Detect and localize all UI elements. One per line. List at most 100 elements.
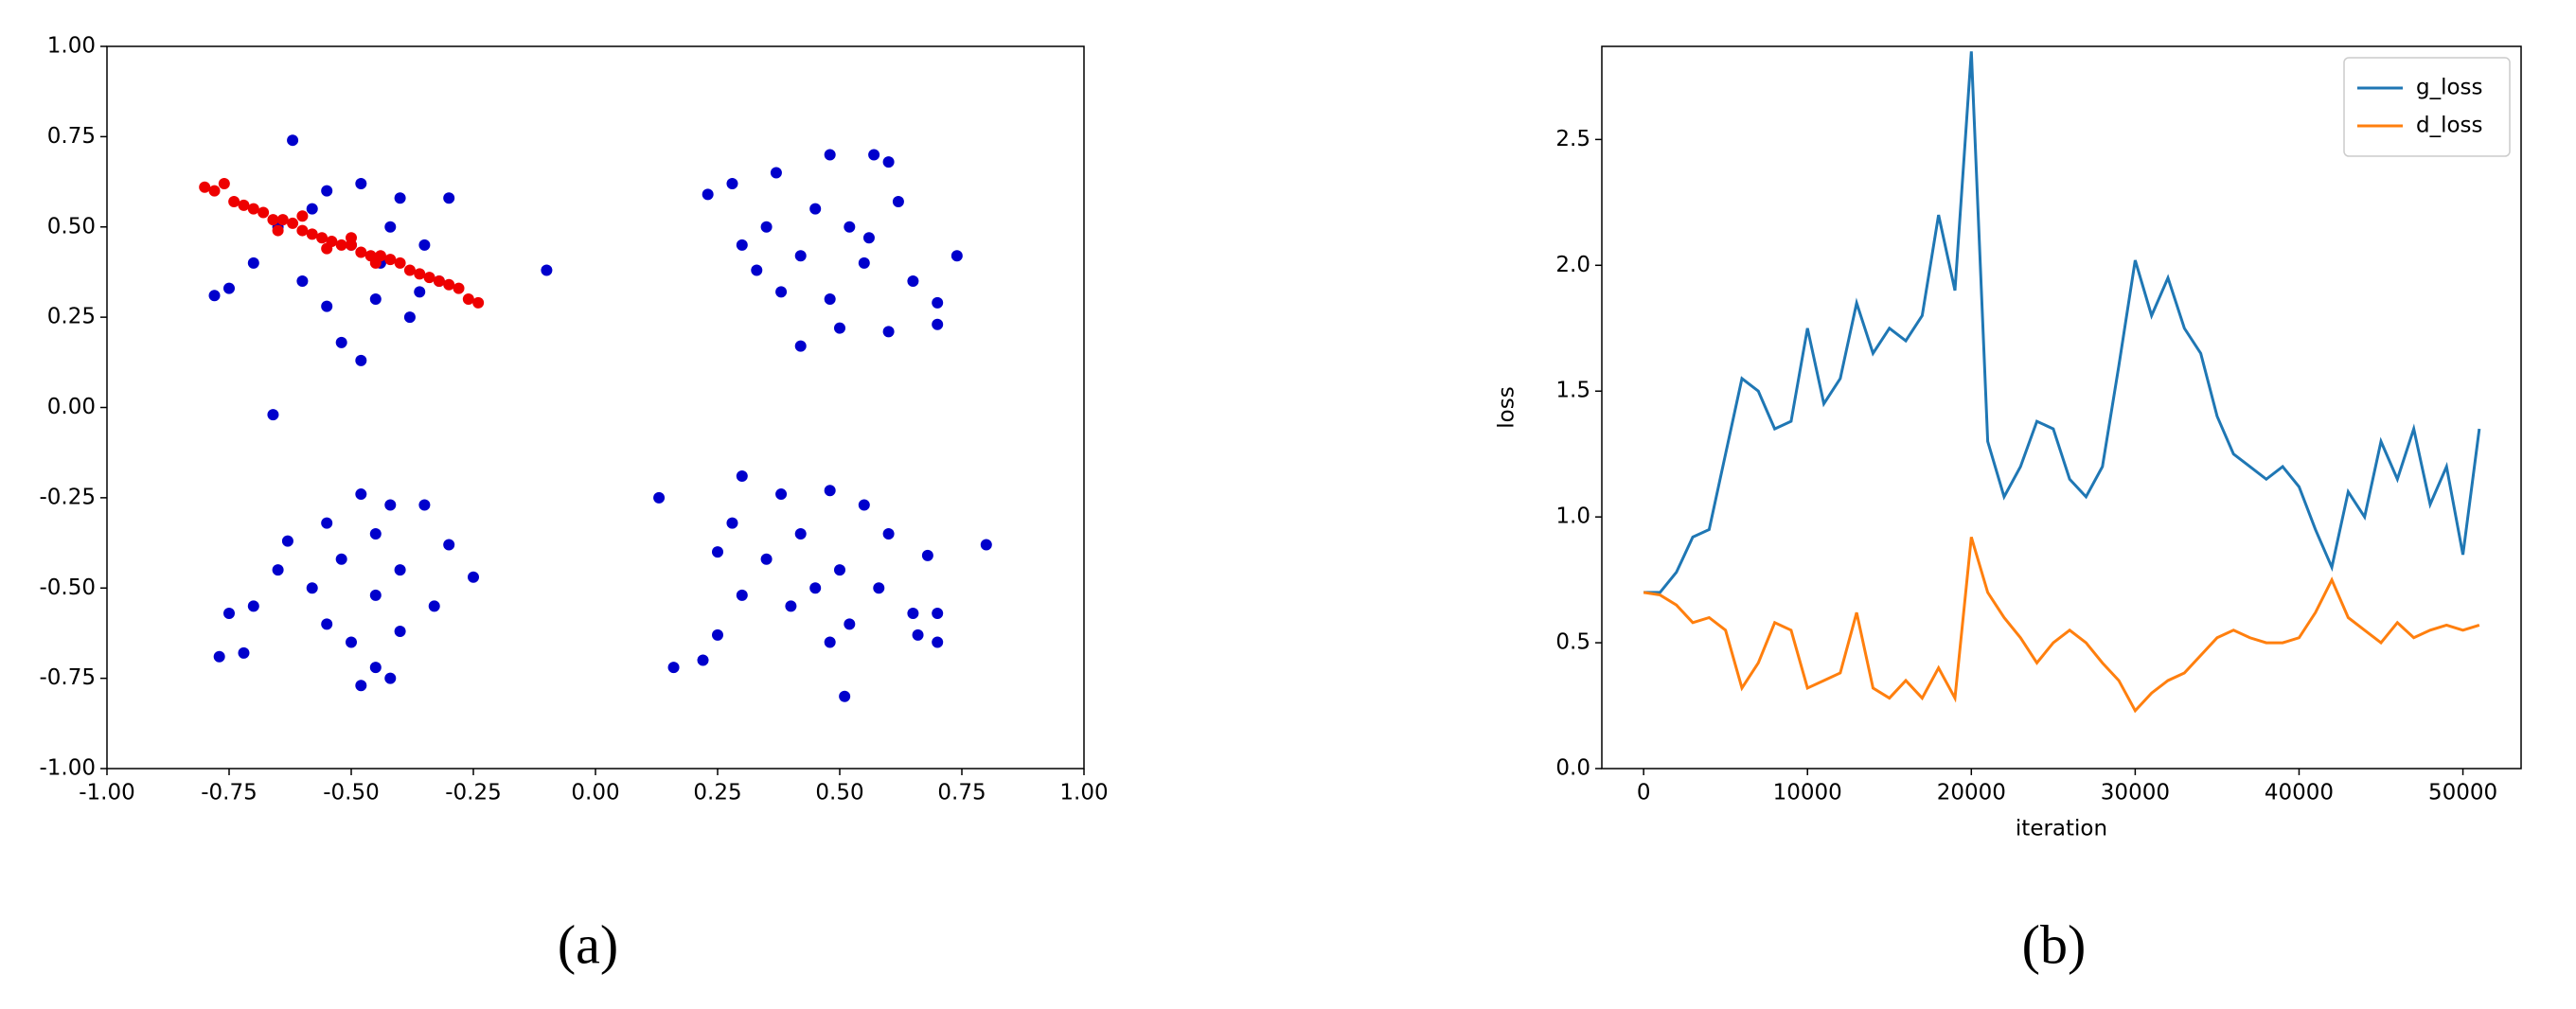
x-axis-label: iteration (2016, 817, 2107, 841)
panel-label: (b) (2022, 913, 2087, 975)
point (418, 499, 431, 511)
point (912, 628, 924, 641)
point (394, 626, 406, 638)
point (238, 199, 250, 211)
point (223, 607, 235, 619)
point (844, 618, 856, 630)
point (932, 636, 944, 648)
point (316, 232, 329, 244)
point (394, 192, 406, 204)
point (794, 250, 807, 262)
point (321, 242, 333, 255)
point (335, 553, 347, 565)
y-tick-label: -1.00 (39, 756, 96, 781)
point (296, 224, 309, 237)
legend-label: d_loss (2416, 114, 2483, 138)
point (541, 264, 553, 276)
point (653, 491, 666, 504)
axes-frame (106, 45, 1085, 770)
point (726, 517, 738, 529)
point (369, 257, 382, 269)
point (453, 282, 465, 294)
legend-box (2343, 57, 2511, 157)
point (247, 203, 259, 215)
point (384, 499, 397, 511)
point (697, 654, 709, 666)
legend-label: g_loss (2416, 76, 2483, 100)
point (443, 539, 455, 551)
y-axis-label: loss (1495, 386, 1519, 428)
x-tick-label: -0.50 (323, 781, 380, 805)
y-tick-label: -0.25 (39, 485, 96, 509)
point (321, 618, 333, 630)
point (247, 257, 259, 269)
point (760, 553, 773, 565)
point (218, 177, 230, 189)
point (223, 282, 235, 294)
point (335, 336, 347, 348)
point (384, 672, 397, 684)
point (834, 322, 845, 334)
point (712, 546, 723, 558)
point (882, 528, 895, 540)
point (346, 636, 357, 648)
point (824, 636, 836, 648)
point (858, 499, 870, 511)
point (355, 488, 367, 501)
point (882, 156, 895, 168)
point (296, 274, 309, 287)
point (858, 257, 870, 269)
point (824, 149, 836, 161)
x-tick-label: 10000 (1773, 781, 1842, 805)
point (839, 690, 851, 702)
point (258, 206, 270, 219)
x-tick-label: 40000 (2265, 781, 2334, 805)
point (208, 185, 221, 197)
point (355, 354, 367, 366)
point (907, 274, 919, 287)
point (247, 600, 259, 612)
point (272, 224, 284, 237)
point (321, 300, 333, 312)
point (824, 293, 836, 306)
point (468, 571, 479, 583)
point (355, 177, 367, 189)
point (932, 607, 944, 619)
point (428, 600, 440, 612)
point (228, 196, 240, 208)
point (794, 340, 807, 352)
point (384, 254, 397, 266)
point (306, 203, 318, 215)
subplot: -1.00 -0.75 -0.50 -0.25 0.00 0.25 0.50 0.75 1.00… (39, 34, 1108, 976)
point (369, 528, 382, 540)
point (702, 188, 714, 201)
point (809, 203, 822, 215)
x-tick-label: 0.25 (693, 781, 741, 805)
point (384, 221, 397, 233)
point (794, 528, 807, 540)
x-tick-label: 0.75 (937, 781, 986, 805)
point (414, 286, 426, 298)
point (868, 149, 880, 161)
x-tick-label: -1.00 (79, 781, 135, 805)
point (873, 582, 885, 594)
point (306, 582, 318, 594)
point (950, 250, 963, 262)
point (281, 535, 293, 547)
point (414, 268, 426, 280)
point (443, 192, 455, 204)
point (394, 257, 406, 269)
y-tick-label: 2.0 (1555, 253, 1590, 277)
point (844, 221, 856, 233)
point (921, 549, 933, 561)
point (369, 293, 382, 306)
point (355, 246, 367, 258)
x-tick-label: -0.75 (201, 781, 258, 805)
y-tick-label: -0.75 (39, 665, 96, 690)
point (335, 239, 347, 251)
point (862, 232, 875, 244)
line (1643, 51, 2481, 594)
point (213, 650, 225, 663)
point (267, 409, 279, 421)
